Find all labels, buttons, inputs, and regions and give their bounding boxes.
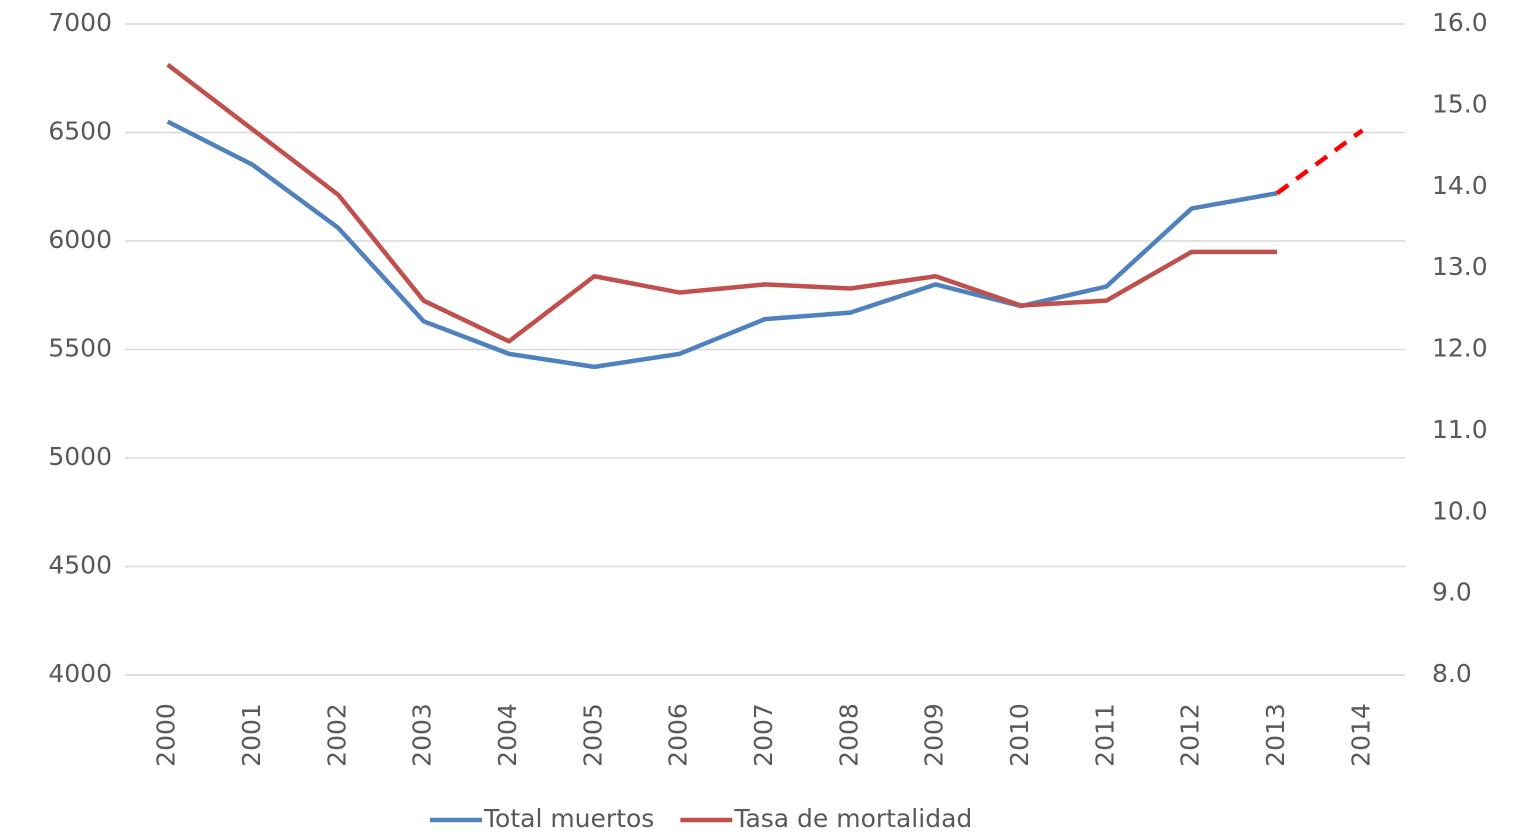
y-tick-label: 4500: [48, 551, 112, 580]
y-tick-label: 5500: [48, 334, 112, 363]
legend-label: Tasa de mortalidad: [733, 804, 972, 833]
series-line: [1275, 128, 1364, 196]
y2-tick-label: 14.0: [1432, 171, 1488, 200]
x-tick-label: 2003: [408, 703, 437, 767]
y2-tick-label: 11.0: [1432, 415, 1488, 444]
y2-tick-label: 9.0: [1432, 578, 1472, 607]
x-tick-label: 2008: [834, 703, 863, 767]
y2-tick-label: 15.0: [1432, 89, 1488, 118]
x-tick-label: 2010: [1005, 703, 1034, 767]
y2-tick-label: 10.0: [1432, 496, 1488, 525]
y-tick-label: 6500: [48, 117, 112, 146]
x-tick-label: 2013: [1261, 703, 1290, 767]
y2-tick-label: 13.0: [1432, 252, 1488, 281]
y2-tick-label: 16.0: [1432, 8, 1488, 37]
series-line: [166, 62, 1277, 344]
y-tick-label: 5000: [48, 442, 112, 471]
x-tick-label: 2009: [920, 703, 949, 767]
x-tick-label: 2007: [749, 703, 778, 767]
y2-tick-label: 12.0: [1432, 334, 1488, 363]
x-tick-label: 2012: [1176, 703, 1205, 767]
y2-tick-label: 8.0: [1432, 659, 1472, 688]
x-tick-label: 2014: [1346, 703, 1375, 767]
x-tick-label: 2001: [237, 703, 266, 767]
x-tick-label: 2002: [322, 703, 351, 767]
x-tick-label: 2006: [664, 703, 693, 767]
series-line: [166, 119, 1278, 370]
x-tick-label: 2004: [493, 703, 522, 767]
y-tick-label: 4000: [48, 659, 112, 688]
x-tick-label: 2000: [152, 703, 181, 767]
x-tick-label: 2005: [578, 703, 607, 767]
y-tick-label: 7000: [48, 8, 112, 37]
legend-label: Total muertos: [483, 804, 654, 833]
y-tick-label: 6000: [48, 225, 112, 254]
x-tick-label: 2011: [1090, 703, 1119, 767]
